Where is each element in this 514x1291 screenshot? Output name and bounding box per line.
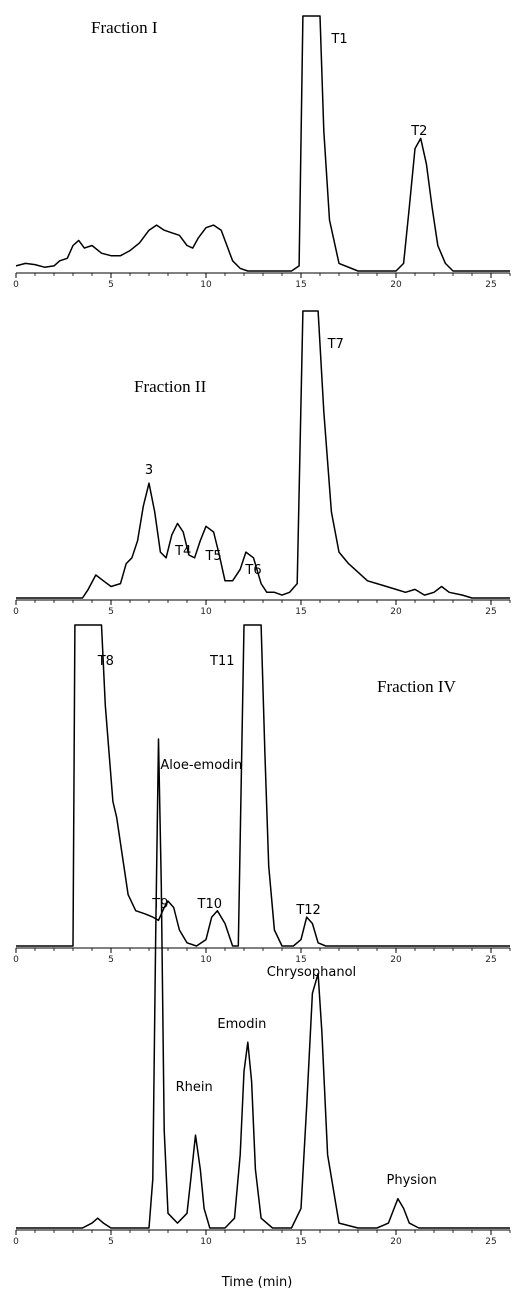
x-tick-label: 5 [108, 1237, 114, 1247]
chromatogram-trace [16, 625, 510, 946]
peak-label-t11: T11 [209, 654, 234, 669]
peak-label-t1: T1 [330, 32, 347, 47]
x-tick-label: 15 [295, 955, 306, 965]
chromatogram-panel-1: 0 5 10 15 20 25 Fraction I T1 T2 [13, 16, 510, 290]
x-tick-label: 15 [295, 1237, 306, 1247]
peak-label-t2: T2 [410, 124, 427, 139]
x-tick-label: 20 [390, 280, 402, 290]
x-tick-label: 20 [390, 1237, 402, 1247]
peak-label-3: 3 [145, 463, 153, 478]
peak-label-aloe-emodin: Aloe-emodin [160, 758, 242, 773]
x-tick-label: 0 [13, 280, 19, 290]
peak-label-t7: T7 [327, 337, 344, 352]
x-tick-label: 5 [108, 280, 114, 290]
x-tick-label: 25 [485, 280, 496, 290]
x-tick-label: 5 [108, 607, 114, 617]
fraction-title: Fraction II [134, 377, 207, 396]
x-tick-label: 5 [108, 955, 114, 965]
x-tick-label: 25 [485, 955, 496, 965]
peak-label-t12: T12 [295, 903, 320, 918]
peak-label-physion: Physion [387, 1173, 437, 1188]
x-tick-label: 0 [13, 607, 19, 617]
x-tick-label: 15 [295, 607, 306, 617]
peak-label-t6: T6 [244, 563, 261, 578]
x-tick-label: 0 [13, 955, 19, 965]
x-tick-label: 25 [485, 1237, 496, 1247]
chromatogram-panel-2: 0 5 10 15 20 25 Fraction II 3 T4 T5 T6 T7 [13, 311, 510, 617]
x-tick-label: 10 [200, 280, 212, 290]
peak-label-t4: T4 [174, 544, 191, 559]
x-tick-label: 10 [200, 1237, 212, 1247]
chromatogram-trace [16, 311, 510, 598]
x-tick-label: 25 [485, 607, 496, 617]
chromatogram-trace [16, 739, 510, 1228]
chromatogram-trace [16, 16, 510, 271]
fraction-title: Fraction I [91, 18, 158, 37]
peak-label-emodin: Emodin [217, 1017, 266, 1032]
peak-label-chrysophanol: Chrysophanol [267, 965, 356, 980]
peak-label-t8: T8 [97, 654, 114, 669]
x-tick-label: 15 [295, 280, 306, 290]
chromatogram-panel-3: 0 5 10 15 20 25 T8 T9 T10 T11 T12 Fraction IV [13, 625, 510, 965]
peak-label-t9: T9 [151, 897, 168, 912]
fraction-title: Fraction IV [377, 677, 457, 696]
x-tick-label: 0 [13, 1237, 19, 1247]
x-tick-label: 10 [200, 955, 212, 965]
x-axis-label: Time (min) [221, 1275, 293, 1290]
x-tick-label: 20 [390, 955, 402, 965]
peak-label-t10: T10 [197, 897, 222, 912]
peak-label-rhein: Rhein [176, 1080, 213, 1095]
x-tick-label: 20 [390, 607, 402, 617]
chromatogram-panel-4: 0 5 10 15 20 25 Aloe-emodin Rhein Emodin Chrysoph… [13, 739, 510, 1290]
peak-label-t5: T5 [204, 549, 221, 564]
x-tick-label: 10 [200, 607, 212, 617]
